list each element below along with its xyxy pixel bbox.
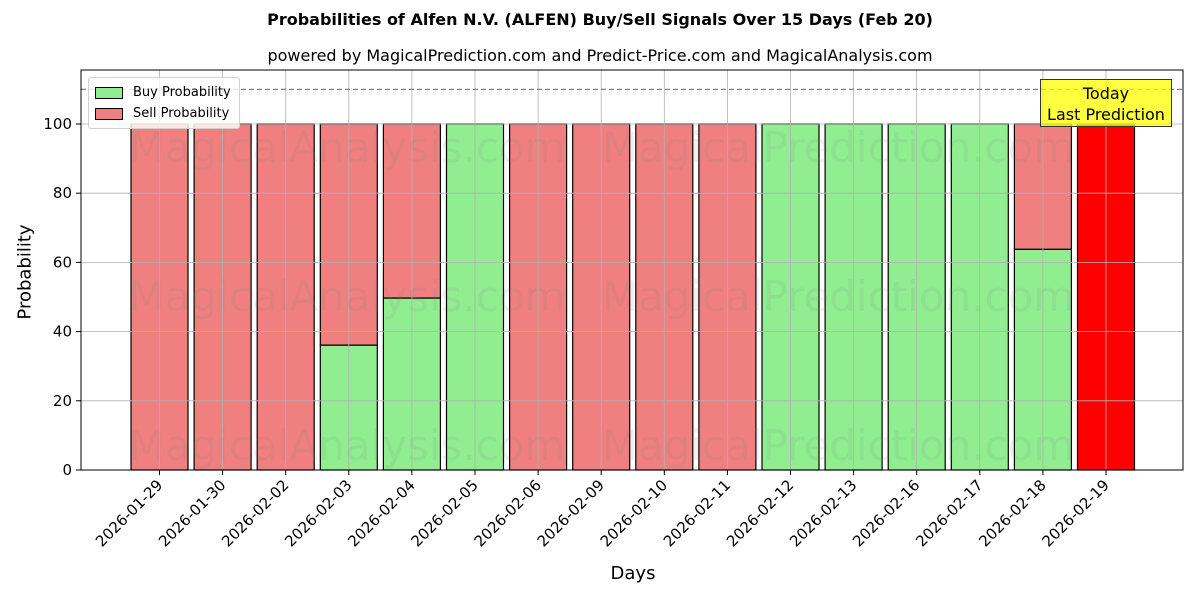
annotation-line1: Today [1082, 84, 1130, 103]
chart-title: Probabilities of Alfen N.V. (ALFEN) Buy/… [267, 10, 933, 29]
x-tick-label: 2026-02-10 [597, 476, 671, 550]
x-tick-label: 2026-02-02 [218, 476, 292, 550]
y-tick-label: 60 [53, 253, 72, 271]
chart-subtitle: powered by MagicalPrediction.com and Pre… [267, 46, 933, 65]
x-tick-label: 2026-02-12 [723, 476, 797, 550]
legend-buy-label: Buy Probability [133, 85, 231, 100]
y-tick-label: 20 [53, 392, 72, 410]
x-tick-label: 2026-02-13 [786, 476, 860, 550]
legend-item-buy: Buy Probability [95, 82, 231, 103]
sell-swatch-icon [95, 107, 123, 120]
x-tick-label: 2026-01-30 [155, 476, 229, 550]
y-tick-label: 0 [62, 461, 72, 479]
buy-swatch-icon [95, 86, 123, 99]
watermark-text: MagicalPrediction.com [602, 272, 1075, 321]
today-annotation: Today Last Prediction [1040, 79, 1172, 127]
legend: Buy Probability Sell Probability [88, 77, 240, 129]
x-tick-label: 2026-02-09 [534, 476, 608, 550]
watermark-text: MagicalAnalysis.com [129, 421, 566, 470]
x-axis-label: Days [610, 563, 656, 584]
x-tick-label: 2026-02-03 [281, 476, 355, 550]
x-tick-label: 2026-02-11 [660, 476, 734, 550]
x-tick-label: 2026-02-06 [471, 476, 545, 550]
x-tick-label: 2026-02-05 [407, 476, 481, 550]
watermark-text: MagicalAnalysis.com [129, 272, 566, 321]
y-tick-label: 40 [53, 323, 72, 341]
legend-item-sell: Sell Probability [95, 103, 231, 124]
y-axis-label: Probability [14, 224, 36, 320]
y-tick-label: 80 [53, 184, 72, 202]
plot-frame [80, 69, 1184, 471]
watermark-text: MagicalPrediction.com [602, 123, 1075, 172]
annotation-line2: Last Prediction [1047, 105, 1165, 124]
legend-sell-label: Sell Probability [133, 106, 230, 121]
x-tick-label: 2026-02-17 [912, 476, 986, 550]
x-tick-label: 2026-02-18 [975, 476, 1049, 550]
x-tick-label: 2026-02-04 [344, 476, 418, 550]
x-tick-label: 2026-02-16 [849, 476, 923, 550]
watermark-text: MagicalPrediction.com [602, 421, 1075, 470]
watermark-text: MagicalAnalysis.com [129, 123, 566, 172]
y-tick-label: 100 [43, 115, 72, 133]
x-tick-label: 2026-01-29 [92, 476, 166, 550]
x-tick-label: 2026-02-19 [1038, 476, 1112, 550]
